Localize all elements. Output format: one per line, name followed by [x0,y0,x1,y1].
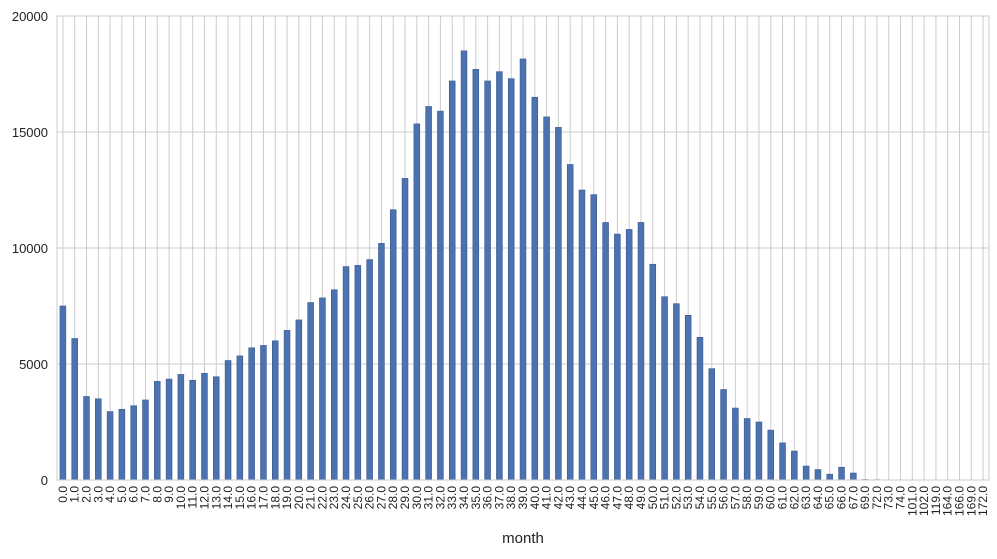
bar-23.0 [331,290,337,480]
bars [60,51,986,480]
bar-39.0 [520,59,526,480]
bar-58.0 [744,419,750,480]
bar-59.0 [756,422,762,480]
bar-45.0 [591,195,597,480]
bar-57.0 [732,408,738,480]
bar-60.0 [768,430,774,480]
bar-36.0 [485,81,491,480]
bar-6.0 [131,406,137,480]
bar-62.0 [791,451,797,480]
bar-34.0 [461,51,467,480]
bar-17.0 [261,345,267,480]
x-tick-label: 172.0 [976,486,990,516]
bar-43.0 [567,164,573,480]
bar-33.0 [449,81,455,480]
bar-19.0 [284,330,290,480]
bar-65.0 [827,474,833,480]
y-axis-ticks: 0 5000 10000 15000 20000 [12,9,48,488]
bar-27.0 [378,243,384,480]
bar-13.0 [213,377,219,480]
bar-49.0 [638,222,644,480]
bar-26.0 [367,260,373,480]
bar-51.0 [662,297,668,480]
bar-11.0 [190,380,196,480]
bar-37.0 [496,72,502,480]
bar-63.0 [803,466,809,480]
bar-55.0 [709,369,715,480]
bar-32.0 [437,111,443,480]
bar-42.0 [555,127,561,480]
bar-0.0 [60,306,66,480]
bar-53.0 [685,315,691,480]
bar-52.0 [673,304,679,480]
bar-4.0 [107,412,113,480]
bar-41.0 [544,117,550,480]
bar-31.0 [426,106,432,480]
bar-46.0 [603,222,609,480]
bar-29.0 [402,178,408,480]
bar-25.0 [355,265,361,480]
bar-2.0 [84,396,90,480]
bar-28.0 [390,210,396,480]
bar-38.0 [508,79,514,480]
bar-9.0 [166,379,172,480]
bar-61.0 [780,443,786,480]
bar-20.0 [296,320,302,480]
bar-5.0 [119,409,125,480]
bar-10.0 [178,374,184,480]
bar-15.0 [237,356,243,480]
bar-44.0 [579,190,585,480]
bar-16.0 [249,348,255,480]
bar-48.0 [626,229,632,480]
bar-1.0 [72,338,78,480]
bar-21.0 [308,303,314,480]
bar-47.0 [614,234,620,480]
y-tick-label: 0 [41,473,48,488]
bar-50.0 [650,264,656,480]
bar-14.0 [225,361,231,480]
y-tick-label: 15000 [12,125,48,140]
bar-66.0 [839,467,845,480]
bar-12.0 [202,373,208,480]
x-axis-label: month [502,530,544,547]
bar-40.0 [532,97,538,480]
bar-30.0 [414,124,420,480]
y-tick-label: 10000 [12,241,48,256]
bar-24.0 [343,267,349,480]
bar-7.0 [143,400,149,480]
bar-64.0 [815,470,821,480]
bar-22.0 [319,298,325,480]
y-tick-label: 20000 [12,9,48,24]
bar-54.0 [697,337,703,480]
bar-3.0 [95,399,101,480]
y-tick-label: 5000 [19,357,48,372]
bar-8.0 [154,381,160,480]
bar-35.0 [473,69,479,480]
x-axis-ticks: 0.01.02.03.04.05.06.07.08.09.010.011.012… [56,486,990,516]
bar-67.0 [850,473,856,480]
bar-18.0 [272,341,278,480]
bar-56.0 [721,390,727,480]
